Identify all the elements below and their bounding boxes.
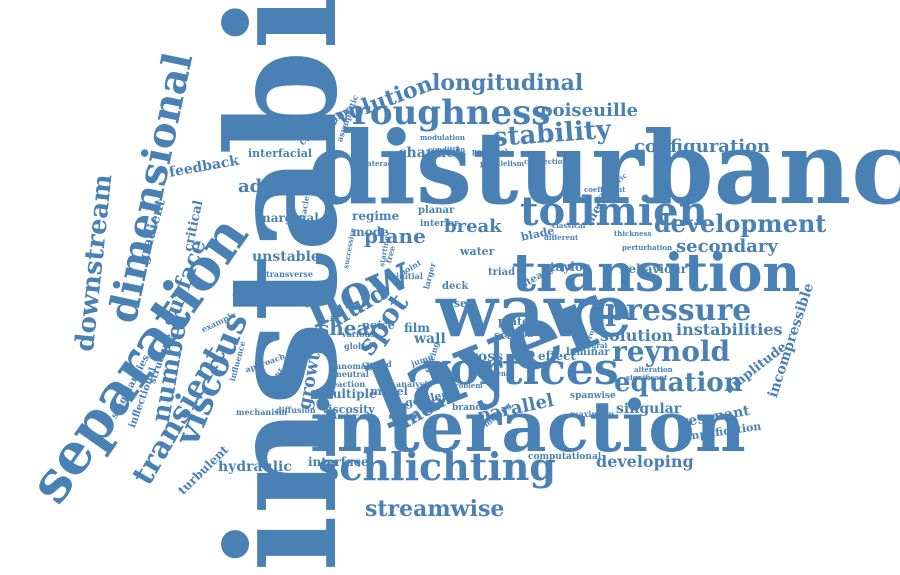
word: effect [538,349,576,363]
word: interactive [364,159,407,168]
word: film [404,321,430,335]
word: stability [491,114,613,153]
word: disturbance [308,109,900,227]
word: poiseuille [540,100,639,121]
word: sequence [478,369,515,378]
word: spanwise [570,391,616,401]
word: streamwise [365,496,505,522]
word: viscosity [322,403,375,416]
word: connection [524,157,568,166]
word: model [370,385,408,398]
word: marginal [258,211,319,225]
word: larger [421,261,438,291]
word: longitudinal [432,70,584,96]
word: interfacial [248,147,313,160]
word: reynold [612,335,731,368]
word: regime [352,209,400,223]
word: adverse [238,176,316,197]
word: perturbation [622,243,673,252]
word: water [460,245,495,258]
word: interior [420,219,459,229]
word: transition [512,243,801,304]
word: thickness [614,229,652,238]
word: analysis [396,379,432,389]
word: triad [488,267,516,278]
word: mechanism [236,407,288,417]
word: channel [398,145,461,161]
word: interface [308,455,369,469]
word: reaction [328,379,366,389]
word: initial [396,271,423,281]
word: hydraulic [218,459,292,475]
word: neutral [336,369,369,379]
word: potential [472,147,508,156]
word: interaction [310,385,746,468]
word: schlichting [318,444,556,489]
word: classical [552,221,586,230]
word: wall [414,331,446,347]
word: various [342,329,375,339]
word: singular [616,401,682,417]
word: alteration [634,365,673,374]
word: diffusion [276,405,316,415]
word: solution [600,326,674,345]
word: behaviour [620,262,688,276]
word: break [444,216,502,237]
word: significant [626,373,668,382]
word: wave [436,268,633,353]
word: transverse [266,269,313,279]
word: multiple [320,387,377,401]
word: condition [428,145,466,154]
word: deck [442,281,469,292]
word: scale [494,329,526,342]
word: oblique [232,284,308,305]
word: coated [362,359,392,369]
word: plane [364,224,426,248]
word: pressure [605,293,752,328]
word: planar [418,205,455,216]
word: coefficient [584,185,626,194]
word: computational [528,452,602,462]
word: anomaly [336,361,374,371]
word: secondary [676,236,778,257]
word: shear [318,316,381,340]
word: tollmien [520,188,708,235]
word: vortices [424,344,619,395]
word: plate [498,315,530,328]
word: equation [614,368,743,398]
word: modulation [420,133,465,142]
word: configuration [634,136,771,157]
word: laminar [566,347,610,358]
word: integral [576,341,608,350]
word: maximum [570,409,615,419]
word: development [654,209,827,238]
word: taylor [550,260,590,274]
word: roughness [352,93,551,133]
word: problem [450,381,483,390]
word: branch [452,403,488,413]
word: global [344,341,372,351]
word: developing [596,452,694,471]
word: different [544,233,579,242]
word: instabilities [676,320,783,339]
word: noise [362,319,395,332]
word: case [440,297,468,310]
word: parallelism [480,159,525,168]
word: unstable [252,249,320,265]
word: cross [462,349,504,365]
word: induced [334,411,370,421]
word: mode [352,225,389,239]
word: region [504,329,534,339]
